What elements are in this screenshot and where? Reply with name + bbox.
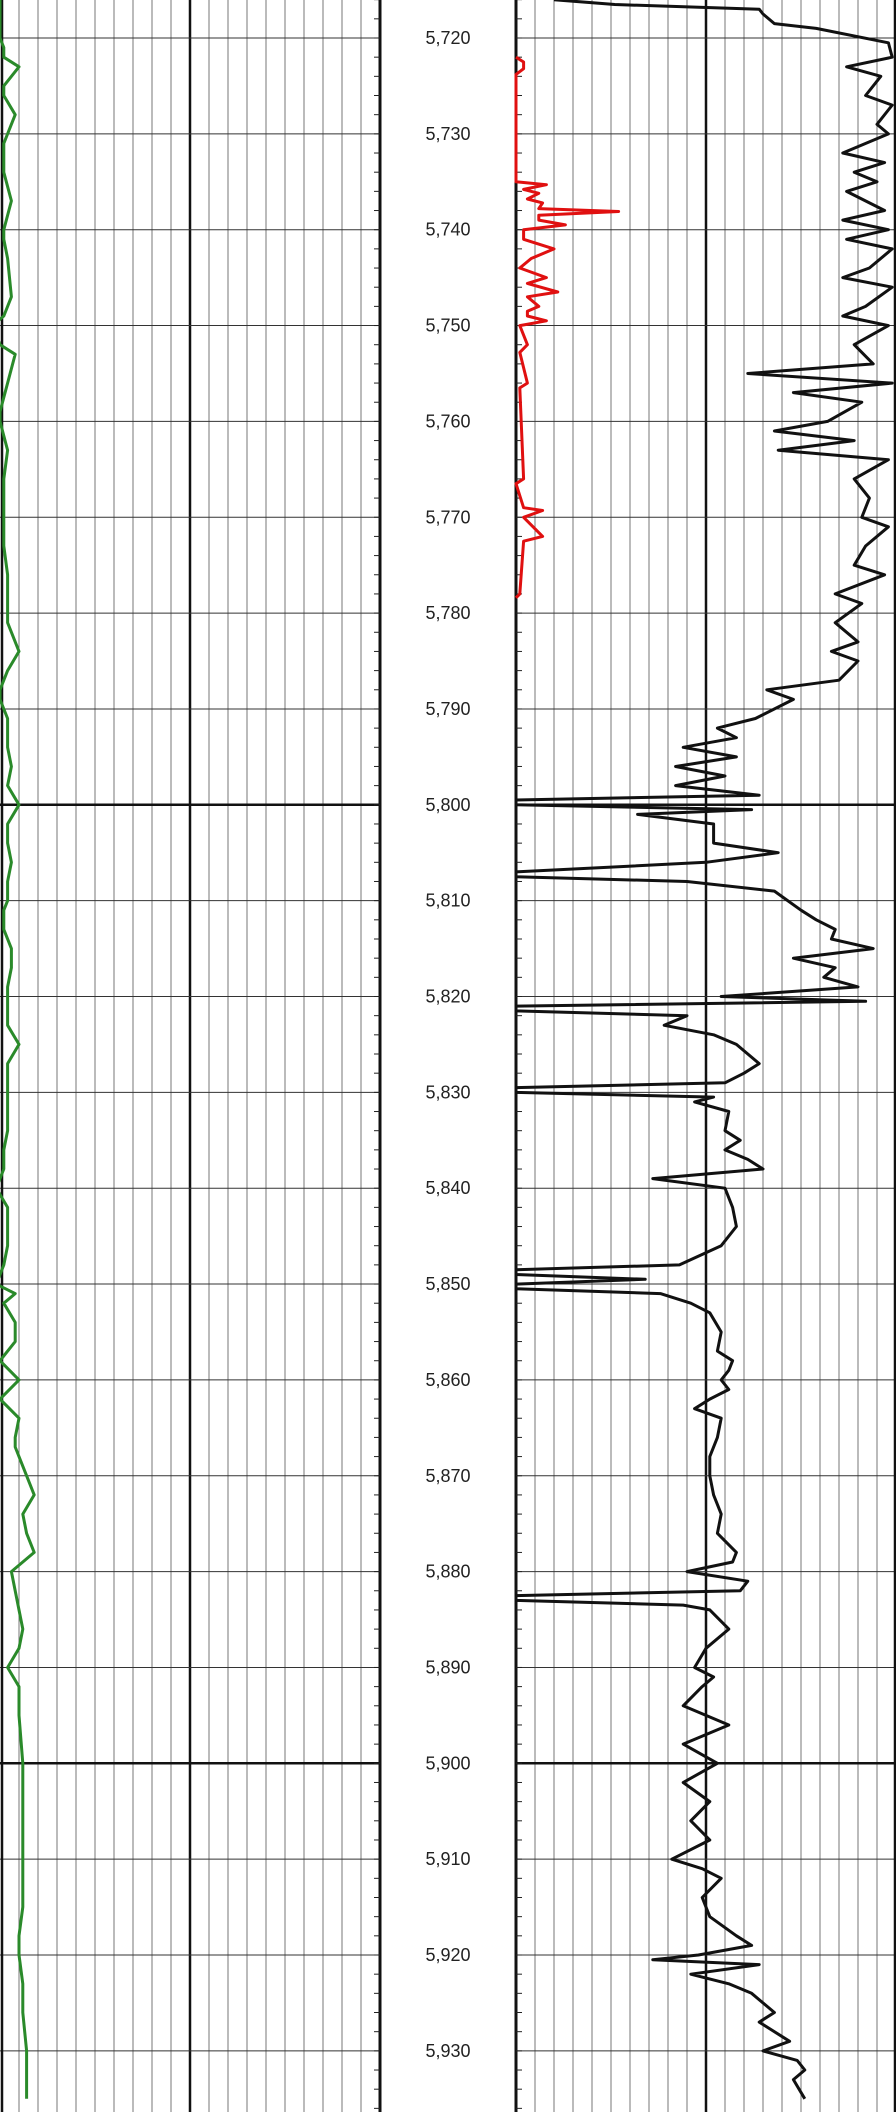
depth-label: 5,780 (425, 603, 470, 623)
depth-label: 5,870 (425, 1466, 470, 1486)
depth-label: 5,860 (425, 1370, 470, 1390)
depth-label: 5,720 (425, 28, 470, 48)
depth-label: 5,930 (425, 2041, 470, 2061)
depth-ruler (374, 0, 522, 2109)
depth-label: 5,770 (425, 507, 470, 527)
depth-tick-labels: 5,720 5,730 5,740 5,750 5,760 5,770 5,780 5,790… (425, 28, 470, 2061)
depth-label: 5,810 (425, 891, 470, 911)
depth-label: 5,730 (425, 124, 470, 144)
track-1-curve-1 (0, 0, 36, 2099)
track-2-curve-1 (514, 55, 621, 599)
depth-label: 5,880 (425, 1562, 470, 1582)
track-2-curve-2 (514, 0, 894, 2100)
depth-label: 5,830 (425, 1082, 470, 1102)
depth-label: 5,840 (425, 1178, 470, 1198)
depth-label: 5,900 (425, 1753, 470, 1773)
depth-label: 5,800 (425, 795, 470, 815)
depth-label: 5,740 (425, 220, 470, 240)
depth-label: 5,790 (425, 699, 470, 719)
depth-label: 5,850 (425, 1274, 470, 1294)
depth-label: 5,910 (425, 1849, 470, 1869)
depth-label: 5,760 (425, 411, 470, 431)
depth-label: 5,750 (425, 316, 470, 336)
depth-label: 5,820 (425, 987, 470, 1007)
depth-label: 5,890 (425, 1657, 470, 1677)
depth-label: 5,920 (425, 1945, 470, 1965)
